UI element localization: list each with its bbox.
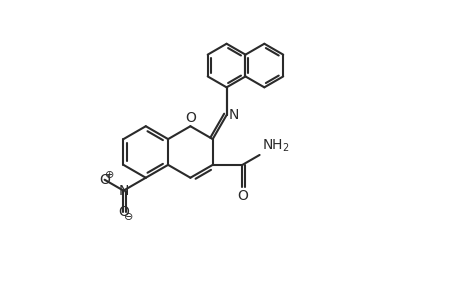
Text: O: O	[99, 173, 110, 187]
Text: O: O	[185, 111, 196, 125]
Text: N: N	[228, 108, 238, 122]
Text: O: O	[236, 189, 247, 202]
Text: N: N	[118, 184, 129, 198]
Text: NH$_2$: NH$_2$	[261, 138, 289, 154]
Text: ⊕: ⊕	[105, 170, 114, 180]
Text: O: O	[118, 206, 129, 219]
Text: ⊖: ⊖	[123, 212, 133, 222]
